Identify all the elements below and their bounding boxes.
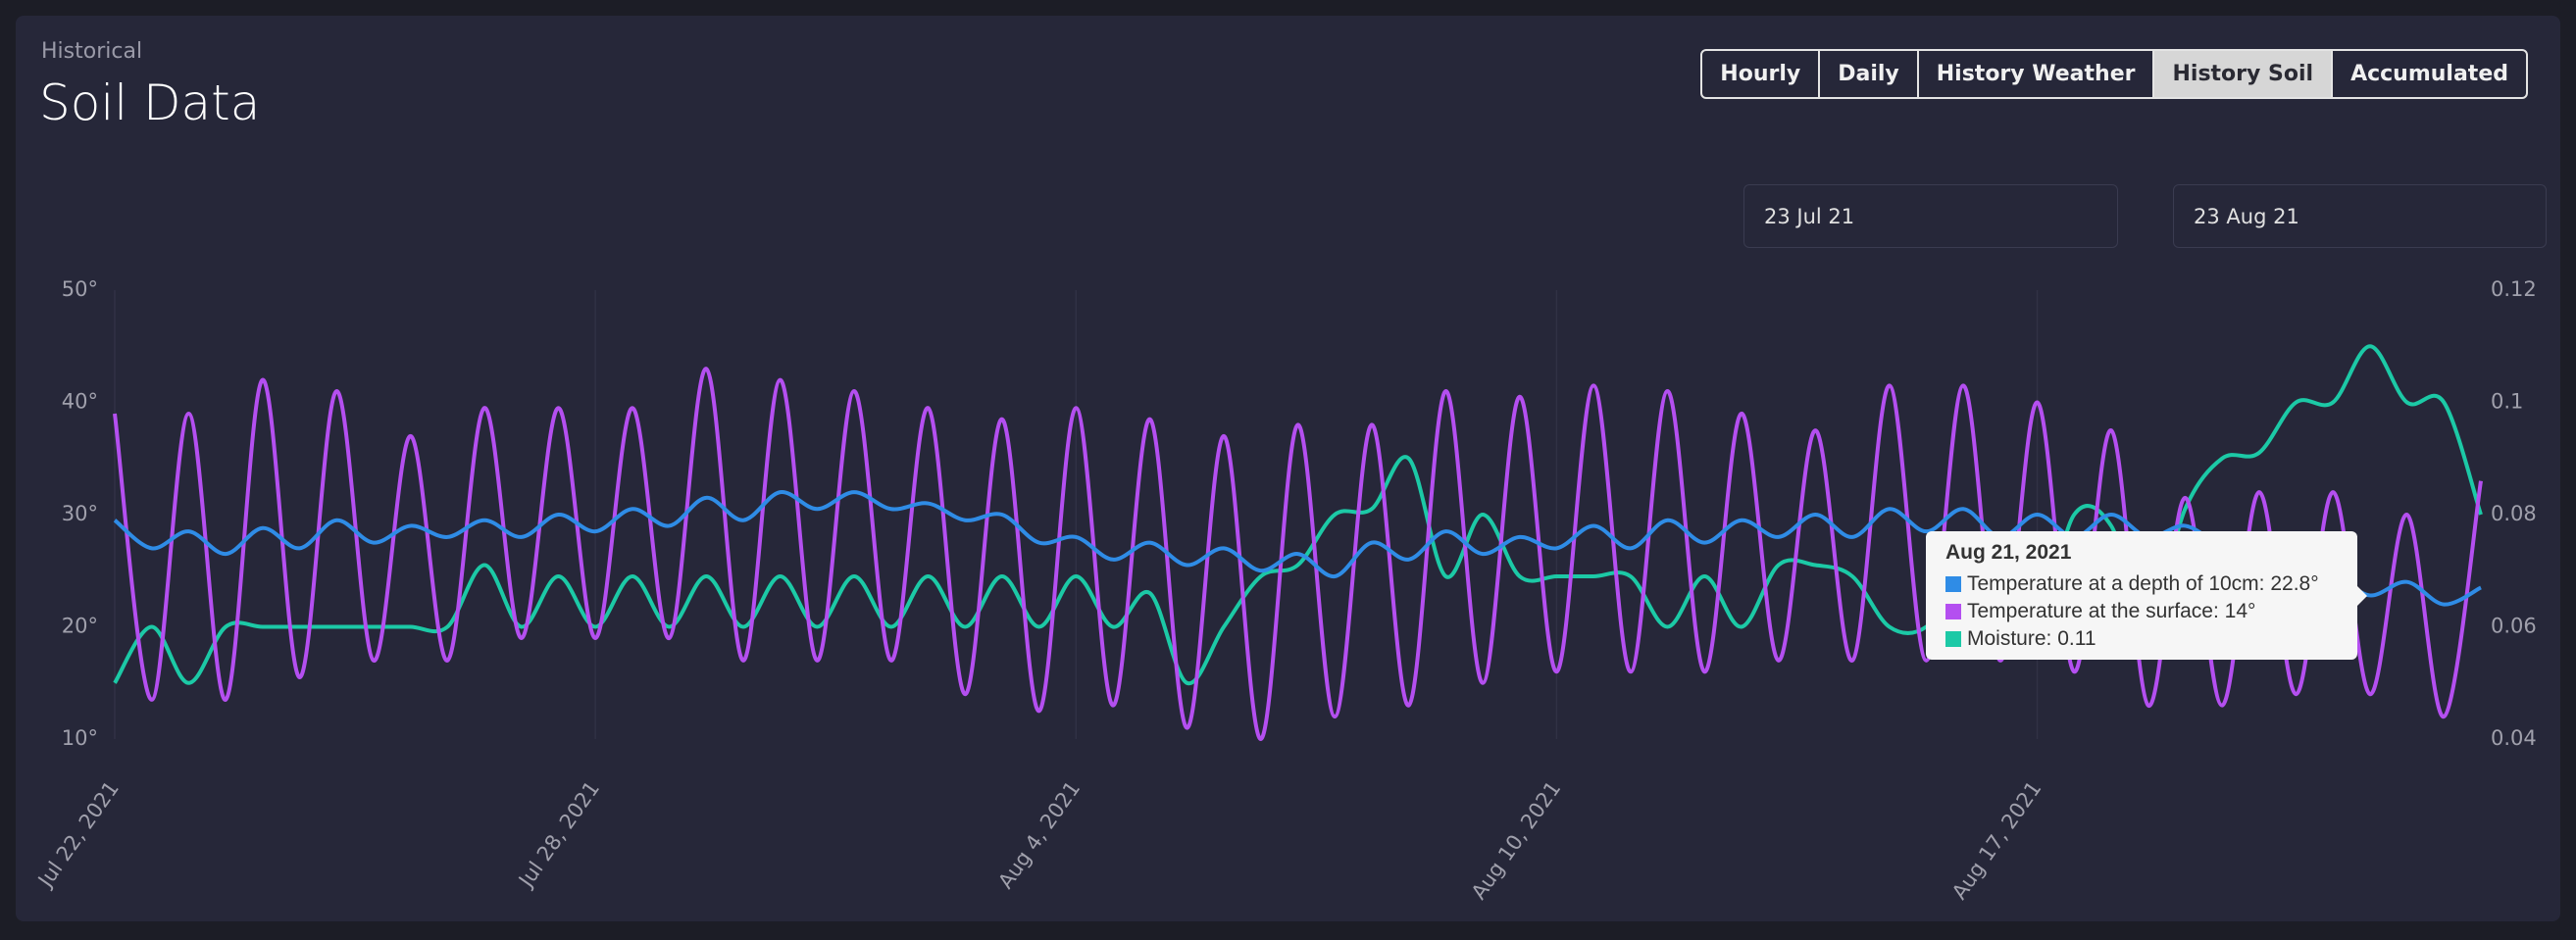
x-tick-label: Jul 28, 2021 <box>513 777 604 893</box>
y2-tick-label: 0.08 <box>2491 502 2537 525</box>
y-tick-label: 10° <box>62 726 98 750</box>
end-date[interactable]: 23 Aug 21 <box>2173 184 2547 248</box>
x-tick-label: Jul 22, 2021 <box>32 777 124 893</box>
y2-tick-label: 0.04 <box>2491 726 2537 750</box>
tab-button[interactable]: Daily <box>1818 51 1917 97</box>
x-tick-label: Aug 10, 2021 <box>1467 777 1566 904</box>
tooltip-row: Moisture: 0.11 <box>1945 625 2338 653</box>
y-tick-label: 20° <box>62 615 98 638</box>
tooltip-row: Temperature at the surface: 14° <box>1945 598 2338 625</box>
tab-button[interactable]: Hourly <box>1720 62 1801 86</box>
tooltip-arrow <box>2357 586 2367 606</box>
y-tick-label: 50° <box>62 277 98 301</box>
tab-button[interactable]: History Weather <box>1916 51 2153 97</box>
y-tick-label: 30° <box>62 502 98 525</box>
tooltip-row: Temperature at a depth of 10cm: 22.8° <box>1945 570 2338 598</box>
y2-tick-label: 0.06 <box>2491 615 2537 638</box>
page-title: Soil Data <box>39 74 261 131</box>
y2-tick-label: 0.12 <box>2491 277 2537 301</box>
start-date[interactable]: 23 Jul 21 <box>1743 184 2118 248</box>
tab-button[interactable]: Accumulated <box>2331 51 2526 97</box>
tab-group: Hourly Daily History Weather History Soil Ac… <box>1700 49 2528 99</box>
tooltip-swatch <box>1945 604 1961 619</box>
tooltip-text: Moisture: 0.11 <box>1967 627 2096 650</box>
tooltip-swatch <box>1945 576 1961 592</box>
tooltip-text: Temperature at a depth of 10cm: 22.8° <box>1967 572 2319 595</box>
x-tick-label: Aug 17, 2021 <box>1947 777 2046 904</box>
tooltip-swatch <box>1945 631 1961 647</box>
tab-button[interactable]: History Soil <box>2152 51 2332 97</box>
y-tick-label: 40° <box>62 390 98 414</box>
tooltip-text: Temperature at the surface: 14° <box>1967 600 2256 622</box>
tooltip: Aug 21, 2021 Temperature at a depth of 10… <box>1926 531 2367 660</box>
series-line <box>113 344 2483 686</box>
overline: Historical <box>41 39 143 64</box>
tooltip-title: Aug 21, 2021 <box>1945 541 2072 564</box>
x-tick-label: Aug 4, 2021 <box>993 777 1085 893</box>
y2-tick-label: 0.1 <box>2491 390 2523 414</box>
